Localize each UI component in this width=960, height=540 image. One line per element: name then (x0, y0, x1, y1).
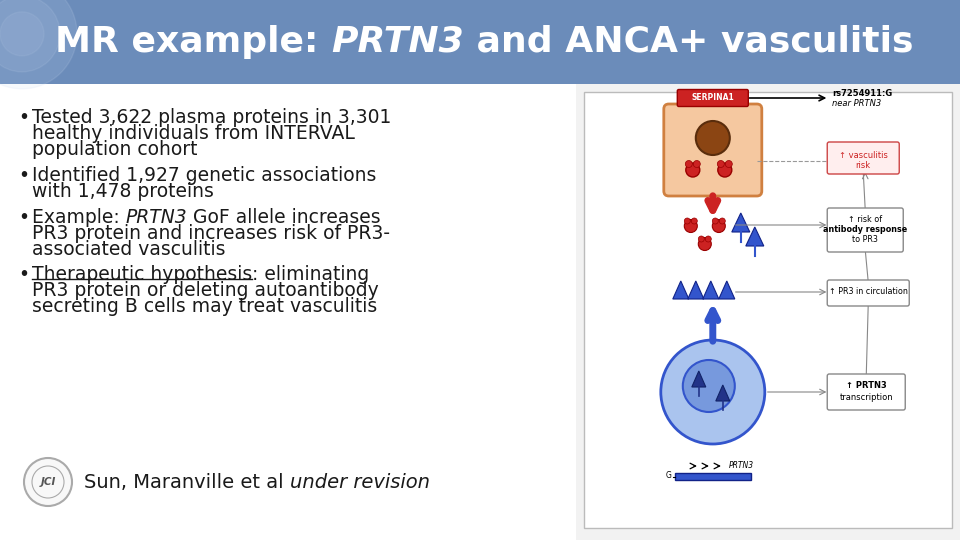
Circle shape (698, 238, 711, 251)
Circle shape (712, 219, 726, 233)
Text: SERPINA1: SERPINA1 (691, 93, 734, 103)
Text: Tested 3,622 plasma proteins in 3,301: Tested 3,622 plasma proteins in 3,301 (32, 108, 392, 127)
Text: secreting B cells may treat vasculitis: secreting B cells may treat vasculitis (32, 298, 377, 316)
FancyBboxPatch shape (828, 374, 905, 410)
Circle shape (706, 236, 711, 242)
Text: : eliminating: : eliminating (252, 266, 370, 285)
Text: ↑ PR3 in circulation: ↑ PR3 in circulation (828, 287, 907, 296)
Polygon shape (719, 281, 734, 299)
FancyBboxPatch shape (828, 208, 903, 252)
Text: GoF allele increases: GoF allele increases (187, 208, 381, 227)
Text: PR3 protein or deleting autoantibody: PR3 protein or deleting autoantibody (32, 281, 379, 300)
Text: with 1,478 proteins: with 1,478 proteins (32, 182, 214, 201)
Text: PRTN3: PRTN3 (126, 208, 187, 227)
Polygon shape (692, 371, 706, 387)
FancyBboxPatch shape (828, 142, 900, 174)
Text: antibody response: antibody response (823, 226, 907, 234)
Bar (576, 84, 960, 540)
FancyBboxPatch shape (678, 90, 748, 106)
Circle shape (685, 163, 700, 177)
Text: PRTN3: PRTN3 (331, 25, 464, 59)
Bar (675, 473, 751, 480)
Text: •: • (18, 208, 29, 227)
Circle shape (0, 0, 60, 72)
Text: ↑ risk of: ↑ risk of (849, 215, 882, 225)
Circle shape (684, 218, 690, 224)
Text: population cohort: population cohort (32, 140, 198, 159)
Text: Sun, Maranville et al: Sun, Maranville et al (84, 472, 290, 491)
Text: healthy individuals from INTERVAL: healthy individuals from INTERVAL (32, 124, 355, 143)
Bar (584, 92, 952, 528)
Text: MR example:: MR example: (55, 25, 331, 59)
Text: transcription: transcription (839, 394, 893, 402)
Text: ↑ PRTN3: ↑ PRTN3 (846, 381, 887, 390)
Circle shape (719, 218, 726, 224)
Circle shape (660, 340, 765, 444)
Text: PR3 protein and increases risk of PR3-: PR3 protein and increases risk of PR3- (32, 224, 390, 242)
Text: •: • (18, 266, 29, 285)
Text: risk: risk (855, 161, 871, 171)
Circle shape (24, 458, 72, 506)
Text: and ANCA+ vasculitis: and ANCA+ vasculitis (464, 25, 913, 59)
Circle shape (698, 236, 705, 242)
Text: ↑ vasculitis: ↑ vasculitis (839, 152, 888, 160)
Circle shape (685, 160, 692, 167)
Text: PRTN3: PRTN3 (729, 462, 754, 470)
Polygon shape (703, 281, 719, 299)
Text: near PRTN3: near PRTN3 (832, 98, 881, 107)
Bar (0, 0, 960, 84)
Text: rs7254911:G: rs7254911:G (832, 89, 893, 98)
Circle shape (683, 360, 734, 412)
Circle shape (712, 218, 718, 224)
Circle shape (0, 0, 77, 89)
Circle shape (691, 218, 697, 224)
Polygon shape (746, 227, 764, 246)
Circle shape (717, 160, 724, 167)
FancyBboxPatch shape (828, 280, 909, 306)
Polygon shape (687, 281, 704, 299)
FancyBboxPatch shape (663, 104, 762, 196)
Polygon shape (732, 213, 750, 232)
Text: associated vasculitis: associated vasculitis (32, 240, 226, 259)
Polygon shape (673, 281, 688, 299)
Text: G: G (666, 471, 672, 481)
Circle shape (693, 160, 700, 167)
Text: JCI: JCI (40, 477, 56, 487)
Polygon shape (716, 385, 730, 401)
Text: Example:: Example: (32, 208, 126, 227)
Text: •: • (18, 166, 29, 185)
Circle shape (726, 160, 732, 167)
Circle shape (684, 219, 697, 233)
Circle shape (0, 12, 44, 56)
Bar (0, 84, 576, 540)
Text: Identified 1,927 genetic associations: Identified 1,927 genetic associations (32, 166, 376, 185)
Text: Therapeutic hypothesis: Therapeutic hypothesis (32, 266, 252, 285)
Text: under revision: under revision (290, 472, 430, 491)
Circle shape (718, 163, 732, 177)
Circle shape (696, 121, 730, 155)
Text: •: • (18, 108, 29, 127)
Text: to PR3: to PR3 (852, 235, 878, 245)
